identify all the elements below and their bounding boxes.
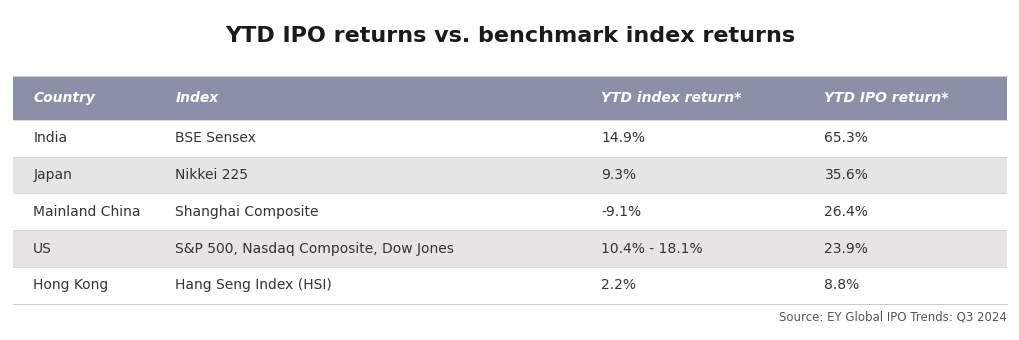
Text: Source: EY Global IPO Trends: Q3 2024: Source: EY Global IPO Trends: Q3 2024 [779, 310, 1006, 323]
Text: 26.4%: 26.4% [823, 205, 867, 219]
Bar [13, 193, 1006, 230]
Text: 23.9%: 23.9% [823, 242, 867, 256]
Text: Japan: Japan [34, 168, 72, 182]
Text: Mainland China: Mainland China [34, 205, 141, 219]
Bar [13, 76, 1006, 120]
Text: 2.2%: 2.2% [601, 278, 636, 292]
Text: 10.4% - 18.1%: 10.4% - 18.1% [601, 242, 702, 256]
Bar [13, 230, 1006, 267]
Bar [13, 267, 1006, 304]
Bar [13, 157, 1006, 193]
Text: 8.8%: 8.8% [823, 278, 859, 292]
Text: India: India [34, 131, 67, 145]
Text: YTD IPO returns vs. benchmark index returns: YTD IPO returns vs. benchmark index retu… [225, 26, 794, 46]
Text: 14.9%: 14.9% [601, 131, 645, 145]
Text: Nikkei 225: Nikkei 225 [175, 168, 248, 182]
Text: 65.3%: 65.3% [823, 131, 867, 145]
Text: US: US [34, 242, 52, 256]
Text: 35.6%: 35.6% [823, 168, 867, 182]
Text: YTD index return*: YTD index return* [601, 91, 741, 105]
Text: Shanghai Composite: Shanghai Composite [175, 205, 318, 219]
Bar [13, 120, 1006, 157]
Text: YTD IPO return*: YTD IPO return* [823, 91, 948, 105]
Text: Hong Kong: Hong Kong [34, 278, 108, 292]
Text: S&P 500, Nasdaq Composite, Dow Jones: S&P 500, Nasdaq Composite, Dow Jones [175, 242, 453, 256]
Text: -9.1%: -9.1% [601, 205, 641, 219]
Text: Hang Seng Index (HSI): Hang Seng Index (HSI) [175, 278, 331, 292]
Text: Country: Country [34, 91, 95, 105]
Text: 9.3%: 9.3% [601, 168, 636, 182]
Text: BSE Sensex: BSE Sensex [175, 131, 256, 145]
Text: Index: Index [175, 91, 218, 105]
